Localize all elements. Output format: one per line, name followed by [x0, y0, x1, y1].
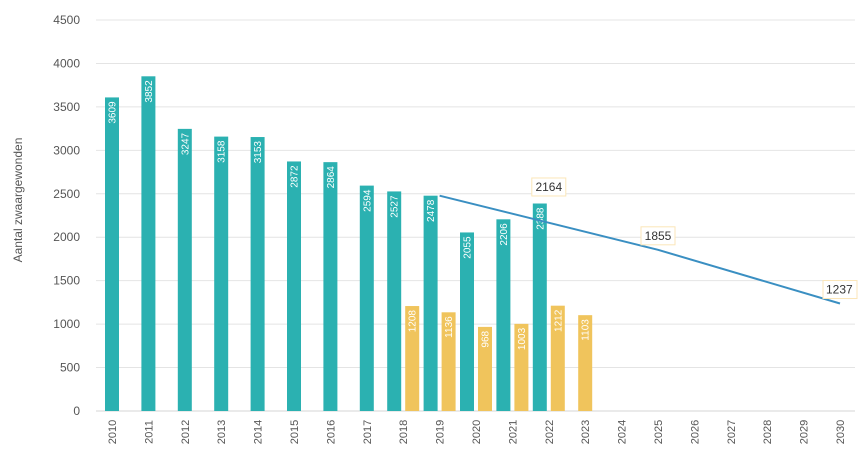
x-tick-label: 2012 [180, 420, 192, 444]
bar-2023-s2 [578, 315, 593, 411]
x-tick-label: 2011 [143, 420, 155, 444]
bar-2011-s1 [141, 76, 156, 411]
bar-data-label: 3247 [180, 132, 191, 155]
bar-data-label: 1103 [581, 319, 592, 341]
bar-2010-s1 [105, 97, 119, 411]
bar-2021-s2 [514, 323, 529, 411]
bar-data-label: 3158 [217, 140, 228, 163]
bar-data-label: 1212 [553, 309, 564, 332]
x-tick-label: 2019 [435, 420, 447, 444]
x-tick-label: 2025 [653, 420, 665, 444]
bar-data-label: 1136 [444, 316, 455, 338]
bar-2022-s1 [532, 203, 547, 411]
bar-data-label: 1003 [517, 327, 528, 350]
bar-2022-s2 [550, 305, 565, 411]
bar-2013-s1 [214, 136, 229, 411]
bar-data-label: 2872 [290, 165, 301, 188]
x-tick-label: 2016 [325, 420, 337, 444]
y-tick-label: 2000 [53, 230, 80, 244]
y-tick-label: 1500 [53, 274, 80, 288]
y-tick-label: 4500 [53, 13, 80, 27]
bar-2018-s2 [405, 306, 420, 411]
y-tick-label: 500 [60, 361, 80, 375]
bar-2016-s1 [323, 162, 338, 411]
bar-2012-s1 [177, 128, 192, 412]
target-trend-line [439, 194, 841, 305]
x-tick-label: 2024 [617, 420, 629, 444]
x-tick-label: 2022 [544, 420, 556, 444]
annotation-box [640, 226, 676, 246]
y-axis-title: Aantal zwaargewonden [11, 138, 25, 263]
bar-data-label: 2388 [535, 207, 546, 230]
x-tick-label: 2029 [799, 420, 811, 444]
bars: 3609 3852 3247 3158 3153 2872 2864 2594 2527 2478… [105, 76, 593, 412]
y-tick-label: 4000 [53, 56, 80, 70]
bar-data-label: 2206 [499, 223, 510, 246]
bar-2021-s1 [496, 219, 511, 411]
y-axis-ticks: 0 500 1000 1500 2000 2500 3000 3500 4000 4500 [53, 13, 80, 418]
bar-data-label: 2478 [426, 199, 437, 222]
bar-2018-s1 [387, 191, 402, 411]
annotation-label: 1237 [826, 283, 853, 297]
bar-data-label: 2527 [390, 195, 401, 218]
bar-2020-s1 [460, 232, 474, 411]
x-tick-label: 2021 [507, 420, 519, 444]
y-tick-label: 1000 [53, 317, 80, 331]
x-axis-ticks: 2010 2011 2012 2013 2014 2015 2016 2017 2018 2019… [107, 420, 847, 444]
bar-data-label: 968 [481, 330, 492, 347]
x-tick-label: 2030 [835, 420, 847, 444]
annotation-box [531, 177, 567, 197]
bar-2019-s1 [423, 195, 438, 411]
x-tick-label: 2023 [580, 420, 592, 444]
bar-data-label: 2055 [463, 236, 474, 259]
bar-data-label: 3852 [144, 80, 155, 103]
annotation-label: 2164 [535, 180, 562, 194]
y-tick-label: 2500 [53, 187, 80, 201]
bar-data-label: 3153 [253, 141, 264, 164]
target-line: 2164 1855 1237 [439, 177, 858, 305]
x-tick-label: 2015 [289, 420, 301, 444]
x-tick-label: 2014 [253, 420, 265, 444]
x-tick-label: 2018 [398, 420, 410, 444]
annotation-label: 1855 [645, 229, 672, 243]
bar-data-label: 2594 [362, 189, 373, 212]
bar-2014-s1 [250, 137, 265, 411]
bar-data-label: 1208 [408, 310, 419, 333]
x-tick-label: 2017 [362, 420, 374, 444]
y-tick-label: 3500 [53, 100, 80, 114]
y-tick-label: 3000 [53, 143, 80, 157]
y-tick-label: 0 [73, 404, 80, 418]
x-tick-label: 2010 [107, 420, 119, 444]
x-tick-label: 2013 [216, 420, 228, 444]
x-tick-label: 2020 [471, 420, 483, 444]
annotation-box [822, 280, 858, 300]
bar-2015-s1 [287, 161, 301, 411]
bar-2017-s1 [359, 185, 374, 411]
x-tick-label: 2026 [689, 420, 701, 444]
bar-data-label: 3609 [108, 101, 119, 124]
bar-data-label: 2864 [326, 166, 337, 189]
bar-2020-s2 [478, 326, 492, 411]
bar-2019-s2 [441, 312, 456, 411]
gridlines [96, 19, 855, 412]
x-tick-label: 2027 [726, 420, 738, 444]
x-tick-label: 2028 [762, 420, 774, 444]
